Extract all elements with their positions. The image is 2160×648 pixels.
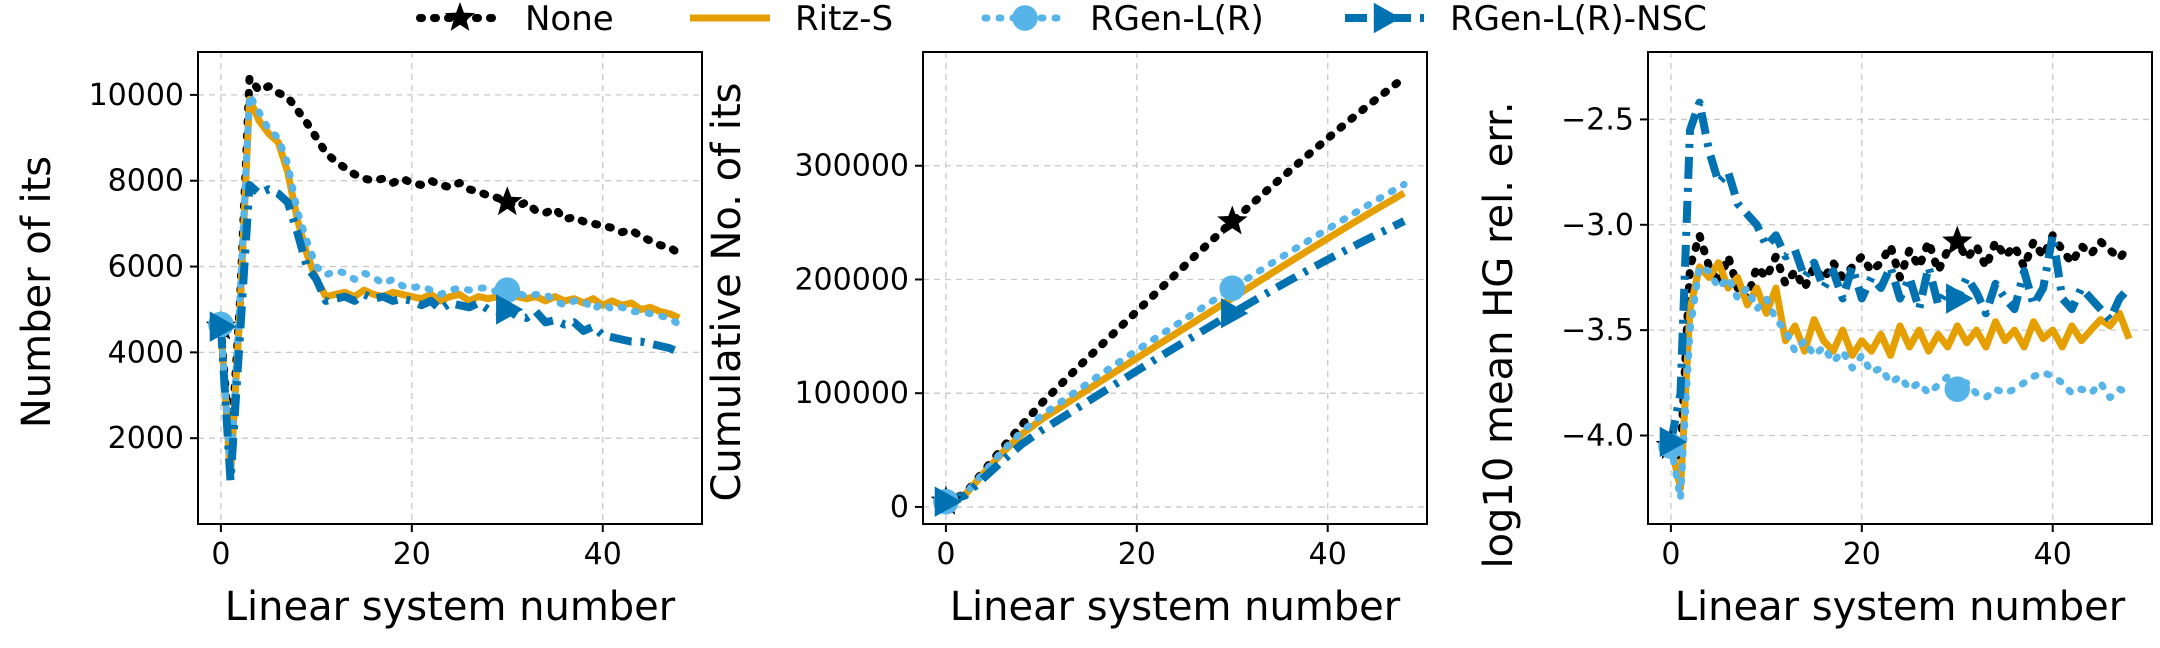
y-tick-label: 4000 bbox=[108, 335, 184, 370]
series-line-nsc bbox=[944, 217, 1406, 506]
legend-label-rgen-l-r: RGen-L(R) bbox=[1090, 0, 1264, 39]
series-line-ritz bbox=[217, 95, 681, 481]
data-point-none bbox=[1942, 225, 1973, 255]
star-icon bbox=[444, 2, 476, 31]
iterations-plot-grid bbox=[198, 52, 702, 524]
data-point-rgen bbox=[1944, 376, 1971, 402]
relative-error-plot-markers bbox=[1655, 225, 1974, 459]
legend: None Ritz-S RGen-L(R) RGen-L(R)-NSC bbox=[416, 0, 1707, 39]
series-line-none bbox=[216, 73, 684, 460]
cumulative-iterations-plot-y-axis-label: Cumulative No. of its bbox=[704, 82, 750, 501]
data-point-none bbox=[1217, 205, 1248, 235]
x-tick-label: 40 bbox=[584, 537, 622, 572]
y-tick-label: −3.5 bbox=[1561, 313, 1634, 348]
data-point-nsc bbox=[496, 294, 524, 325]
y-tick-label: 8000 bbox=[108, 164, 184, 199]
cumulative-iterations-plot-series bbox=[941, 73, 1409, 506]
iterations-plot-x-axis-label: Linear system number bbox=[225, 584, 676, 630]
legend-entry-ritz-s: Ritz-S bbox=[690, 0, 893, 39]
y-tick-label: 200000 bbox=[794, 262, 909, 297]
iterations-plot-series bbox=[216, 73, 684, 486]
right-triangle-icon bbox=[1373, 2, 1401, 34]
relative-error-plot-series bbox=[1666, 98, 2134, 503]
series-line-rgen bbox=[942, 180, 1408, 506]
data-point-rgen bbox=[1219, 275, 1246, 302]
x-tick-label: 40 bbox=[2034, 537, 2072, 572]
y-tick-label: 2000 bbox=[108, 421, 184, 456]
cumulative-iterations-plot-x-axis-label: Linear system number bbox=[950, 584, 1401, 630]
data-point-nsc bbox=[1221, 297, 1249, 329]
legend-entry-rgen-l-r: RGen-L(R) bbox=[981, 0, 1264, 39]
series-line-ritz bbox=[1667, 259, 2133, 492]
y-tick-label: 10000 bbox=[89, 78, 184, 113]
right-triangle-icon bbox=[1373, 2, 1401, 34]
data-point-rgen bbox=[494, 277, 521, 303]
y-tick-label: −3.0 bbox=[1561, 208, 1634, 243]
y-tick-label: 6000 bbox=[108, 250, 184, 285]
circle-icon bbox=[1012, 5, 1038, 31]
legend-entry-none: None bbox=[416, 0, 614, 39]
y-tick-label: 300000 bbox=[794, 149, 909, 184]
cumulative-iterations-plot-grid bbox=[923, 52, 1427, 524]
y-tick-label: 100000 bbox=[794, 376, 909, 411]
data-point-nsc bbox=[209, 311, 237, 342]
y-tick-label: 0 bbox=[890, 490, 909, 525]
data-point-none bbox=[492, 186, 523, 216]
iterations-plot-markers bbox=[205, 186, 524, 342]
iterations-plot-frame bbox=[197, 51, 703, 525]
series-line-none bbox=[941, 73, 1409, 506]
x-tick-label: 20 bbox=[1118, 537, 1156, 572]
legend-label-ritz-s: Ritz-S bbox=[795, 0, 893, 39]
relative-error-plot-x-axis-label: Linear system number bbox=[1675, 584, 2126, 630]
iterations-plot-y-axis-label: Number of its bbox=[14, 156, 60, 428]
y-tick-label: −2.5 bbox=[1561, 102, 1634, 137]
series-line-ritz bbox=[944, 189, 1406, 505]
relative-error-plot: Linear system number log10 mean HG rel. … bbox=[1476, 51, 2153, 630]
circle-icon bbox=[1012, 5, 1038, 31]
series-line-rgen bbox=[217, 91, 683, 476]
relative-error-plot-frame bbox=[1647, 51, 2153, 525]
data-point-nsc bbox=[1946, 283, 1974, 314]
cumulative-iterations-plot-markers bbox=[930, 205, 1249, 517]
legend-entry-rgen-l-r-nsc: RGen-L(R)-NSC bbox=[1345, 0, 1707, 39]
star-icon bbox=[444, 2, 476, 31]
cumulative-iterations-plot-frame bbox=[922, 51, 1428, 525]
series-line-rgen bbox=[1667, 263, 2133, 503]
data-point-nsc bbox=[1659, 426, 1687, 458]
x-tick-label: 20 bbox=[1843, 537, 1881, 572]
relative-error-plot-y-axis-label: log10 mean HG rel. err. bbox=[1476, 101, 1522, 568]
series-line-nsc bbox=[1666, 98, 2133, 443]
series-line-nsc bbox=[216, 181, 681, 486]
cumulative-iterations-plot: Linear system number Cumulative No. of i… bbox=[704, 51, 1428, 630]
x-tick-label: 0 bbox=[1661, 537, 1680, 572]
x-tick-label: 0 bbox=[211, 537, 230, 572]
x-tick-label: 40 bbox=[1309, 537, 1347, 572]
iterations-plot: Linear system number Number of its 0 20 40… bbox=[14, 51, 703, 630]
x-tick-label: 0 bbox=[936, 537, 955, 572]
y-tick-label: −4.0 bbox=[1561, 419, 1634, 454]
legend-label-none: None bbox=[525, 0, 614, 39]
x-tick-label: 20 bbox=[393, 537, 431, 572]
data-point-nsc bbox=[934, 486, 962, 517]
legend-label-rgen-l-r-nsc: RGen-L(R)-NSC bbox=[1450, 0, 1707, 39]
